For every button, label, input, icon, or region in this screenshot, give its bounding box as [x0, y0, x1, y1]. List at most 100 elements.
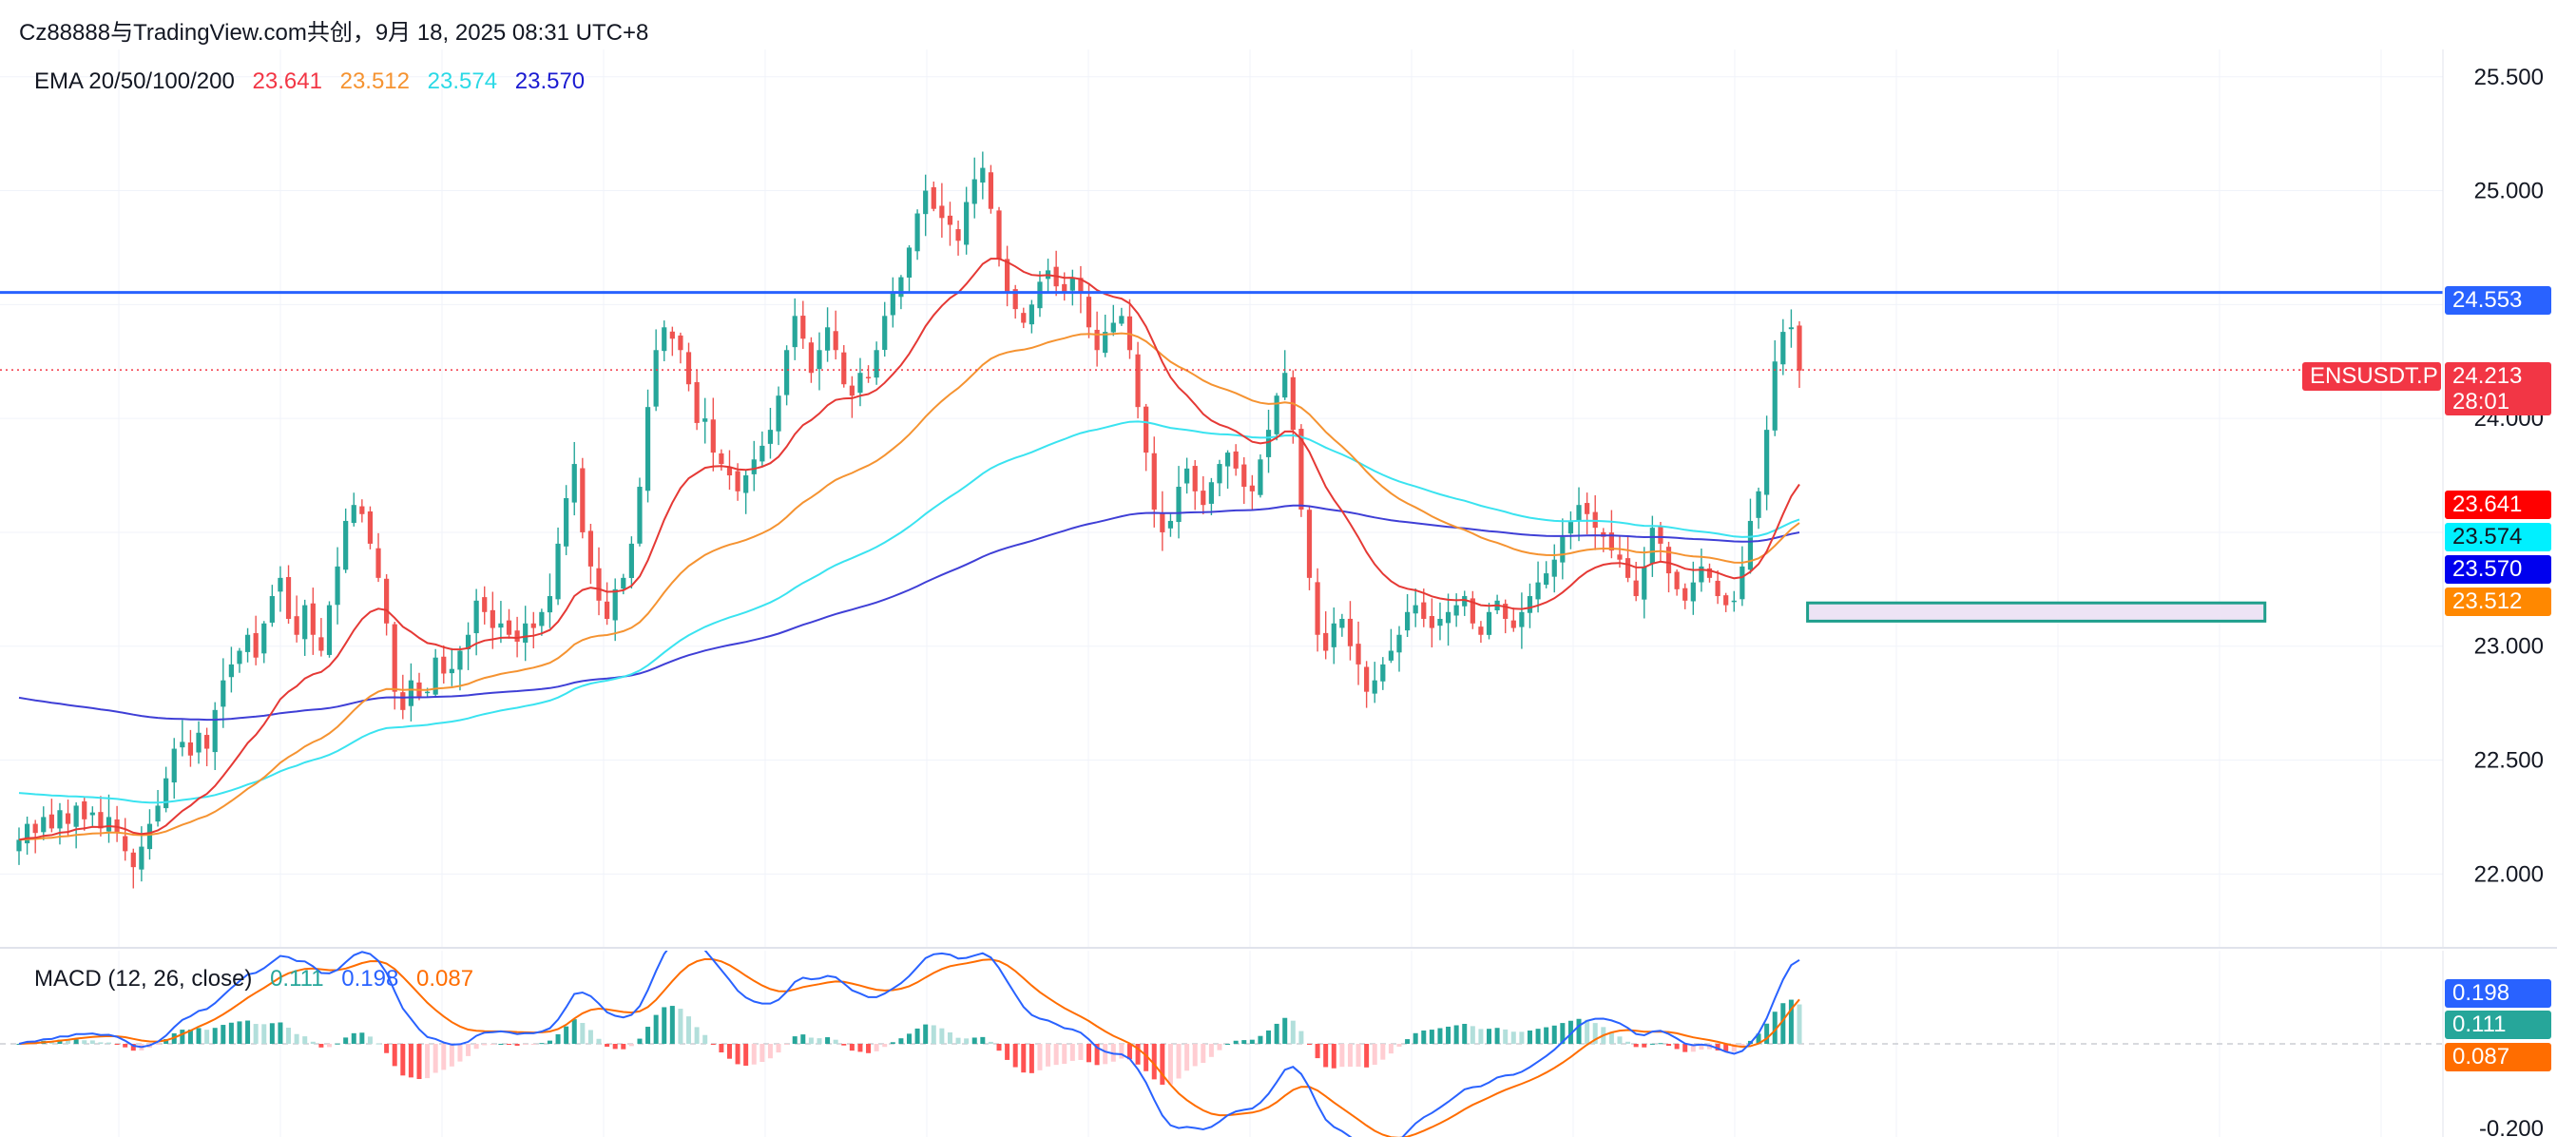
macd-hist-bar	[1339, 1044, 1345, 1068]
candle-body	[817, 350, 822, 370]
macd-hist-bar	[1551, 1025, 1557, 1044]
macd-hist-bar	[1126, 1044, 1132, 1060]
macd-hist-bar	[564, 1026, 569, 1044]
pane-divider[interactable]	[0, 947, 2557, 949]
candle-body	[1012, 289, 1018, 310]
candle-body	[1429, 616, 1434, 628]
macd-hist-bar	[1233, 1040, 1239, 1044]
macd-hist-bar	[1503, 1029, 1509, 1044]
macd-hist-bar	[653, 1014, 659, 1044]
macd-hist-bar	[1028, 1044, 1034, 1073]
candle-body	[441, 656, 447, 674]
candle-body	[146, 823, 153, 850]
macd-hist-bar	[1478, 1029, 1484, 1044]
macd-hist-bar	[269, 1023, 275, 1044]
macd-hist-bar	[1184, 1044, 1190, 1071]
macd-hist-bar	[106, 1042, 112, 1044]
macd-hist-bar	[261, 1024, 267, 1044]
macd-hist-bar	[776, 1044, 781, 1053]
ema-legend[interactable]: EMA 20/50/100/200 23.641 23.512 23.574 2…	[34, 68, 596, 95]
candle-body	[841, 352, 847, 385]
macd-hist-bar	[1674, 1044, 1680, 1050]
macd-hist-bar	[817, 1038, 822, 1044]
macd-hist-bar	[473, 1044, 479, 1050]
candle-body	[1249, 485, 1255, 491]
candle-body	[1503, 604, 1509, 619]
macd-legend-label: MACD (12, 26, close)	[34, 966, 253, 992]
macd-hist-bar	[1290, 1020, 1296, 1044]
candle-body	[857, 373, 863, 394]
macd-hist-legend-value: 0.111	[270, 966, 324, 992]
candle-body	[931, 186, 936, 209]
macd-hist-bar	[547, 1040, 552, 1044]
candle-body	[1086, 297, 1092, 328]
candle-body	[351, 505, 356, 524]
ema50-legend-value: 23.512	[339, 68, 410, 94]
macd-hist-bar	[1470, 1026, 1475, 1044]
macd-hist-bar	[433, 1044, 438, 1073]
macd-hist-bar	[1462, 1023, 1468, 1044]
macd-hist-bar	[294, 1033, 299, 1044]
macd-hist-bar	[678, 1009, 683, 1044]
candle-body	[628, 543, 634, 579]
candle-body	[605, 601, 610, 619]
candle-body	[1413, 605, 1418, 614]
macd-hist-bar	[359, 1032, 365, 1044]
macd-hist-bar	[1144, 1044, 1149, 1071]
macd-line	[18, 951, 1800, 1137]
candle-body	[1265, 430, 1272, 457]
macd-hist-bar	[539, 1043, 545, 1045]
candle-body	[988, 172, 994, 209]
candle-body	[1372, 680, 1377, 694]
macd-legend[interactable]: MACD (12, 26, close) 0.111 0.198 0.087	[34, 966, 485, 992]
candle-body	[939, 205, 945, 219]
symbol-tag: ENSUSDT.P	[2302, 362, 2441, 391]
candle-body	[1608, 532, 1614, 551]
macd-hist-bar	[669, 1006, 675, 1044]
macd-hist-bar	[580, 1023, 586, 1044]
candle-body	[326, 605, 333, 655]
macd-hist-bar	[130, 1044, 136, 1051]
candle-body	[130, 852, 136, 868]
macd-hist-bar	[351, 1032, 356, 1044]
macd-hist-bar	[123, 1044, 128, 1048]
macd-hist-bar	[1078, 1044, 1084, 1060]
candle-body	[24, 823, 30, 844]
price-chart[interactable]: 25.50025.00024.50024.00023.50023.00022.5…	[0, 49, 2566, 947]
resistance-price-tag: 24.553	[2445, 286, 2551, 315]
candle-body	[1160, 512, 1165, 532]
candle-body	[580, 468, 586, 532]
ema20-legend-value: 23.641	[252, 68, 322, 94]
macd-hist-bar	[1167, 1044, 1173, 1085]
macd-hist-bar	[1380, 1044, 1386, 1060]
candle-body	[73, 805, 79, 827]
candle-body	[571, 464, 577, 503]
candle-body	[221, 680, 226, 707]
demand-zone-box	[1806, 601, 2267, 623]
candle-body	[139, 846, 144, 870]
candle-body	[923, 190, 929, 215]
macd-hist-bar	[163, 1038, 169, 1044]
macd-hist-bar	[971, 1037, 977, 1044]
macd-hist-bar	[621, 1044, 626, 1050]
candle-body	[261, 623, 267, 654]
macd-hist-bar	[1421, 1030, 1427, 1044]
candle-body	[1021, 313, 1027, 323]
macd-hist-bar	[253, 1024, 259, 1044]
macd-hist-bar	[996, 1044, 1002, 1051]
ema50-line	[18, 332, 1800, 841]
candle-body	[473, 600, 479, 634]
candle-body	[784, 350, 790, 395]
candles	[16, 151, 1802, 889]
macd-hist-bar	[221, 1025, 226, 1044]
candle-body	[1347, 618, 1354, 646]
macd-hist-bar	[743, 1044, 749, 1066]
candle-body	[1404, 611, 1411, 631]
macd-hist-bar	[286, 1028, 292, 1044]
candle-body	[882, 316, 888, 351]
candle-body	[196, 732, 202, 753]
candle-body	[849, 385, 855, 396]
candle-body	[1788, 327, 1795, 330]
macd-hist-bar	[212, 1028, 218, 1044]
macd-chart[interactable]: -0.200	[0, 951, 2566, 1137]
